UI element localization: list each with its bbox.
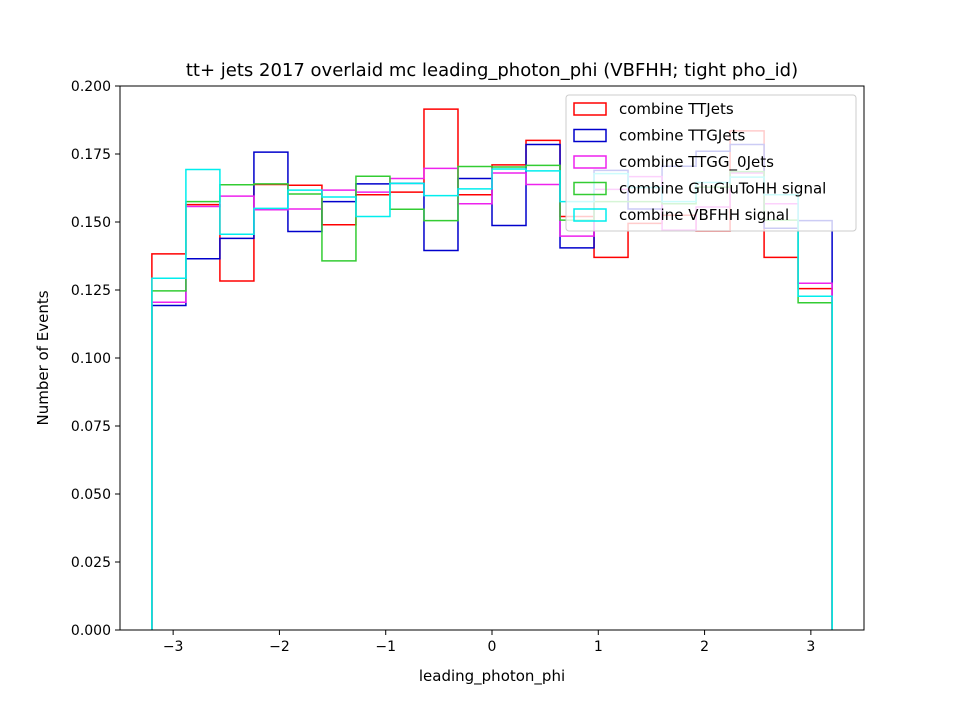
- legend: combine TTJets combine TTGJets combine TTG…: [565, 94, 857, 232]
- y-tick-label: 0.100: [71, 351, 111, 367]
- x-tick-label: −3: [163, 639, 184, 655]
- legend-swatch: [573, 208, 607, 222]
- y-axis-label: Number of Events: [34, 290, 52, 425]
- y-tick-label: 0.075: [71, 419, 111, 435]
- y-tick-label: 0.150: [71, 215, 111, 231]
- y-tick-label: 0.050: [71, 487, 111, 503]
- x-tick-label: 0: [488, 639, 497, 655]
- y-tick-label: 0.025: [71, 555, 111, 571]
- legend-entry-label: combine TTGG_0Jets: [619, 153, 774, 172]
- x-tick-label: −1: [375, 639, 396, 655]
- x-tick-label: −2: [269, 639, 290, 655]
- y-tick-label: 0.200: [71, 79, 111, 95]
- legend-entry-label: combine TTJets: [619, 100, 734, 118]
- x-axis: −3 −2 −1 0 1 2 3: [163, 630, 815, 655]
- y-axis: 0.000 0.025 0.050 0.075 0.100 0.125 0.150 0.175…: [71, 79, 120, 639]
- legend-swatch: [573, 181, 607, 196]
- legend-swatch: [573, 102, 607, 116]
- legend-entry-label: combine TTGJets: [619, 127, 745, 145]
- x-tick-label: 1: [594, 639, 603, 655]
- y-tick-label: 0.175: [71, 147, 111, 163]
- legend-entry-label: combine GluGluToHH signal: [619, 180, 826, 198]
- legend-swatch: [573, 128, 607, 143]
- y-tick-label: 0.125: [71, 283, 111, 299]
- legend-swatch: [573, 155, 607, 169]
- x-tick-label: 3: [806, 639, 815, 655]
- legend-entry-label: combine VBFHH signal: [619, 206, 789, 224]
- chart-title: tt+ jets 2017 overlaid mc leading_photon…: [186, 60, 798, 81]
- x-axis-label: leading_photon_phi: [419, 667, 565, 686]
- x-tick-label: 2: [700, 639, 709, 655]
- legend-box: [565, 94, 857, 232]
- plot-area: −3 −2 −1 0 1 2 3 0.000 0.025 0.050 0.075 0.100 0.12…: [71, 79, 865, 655]
- y-tick-label: 0.000: [71, 623, 111, 639]
